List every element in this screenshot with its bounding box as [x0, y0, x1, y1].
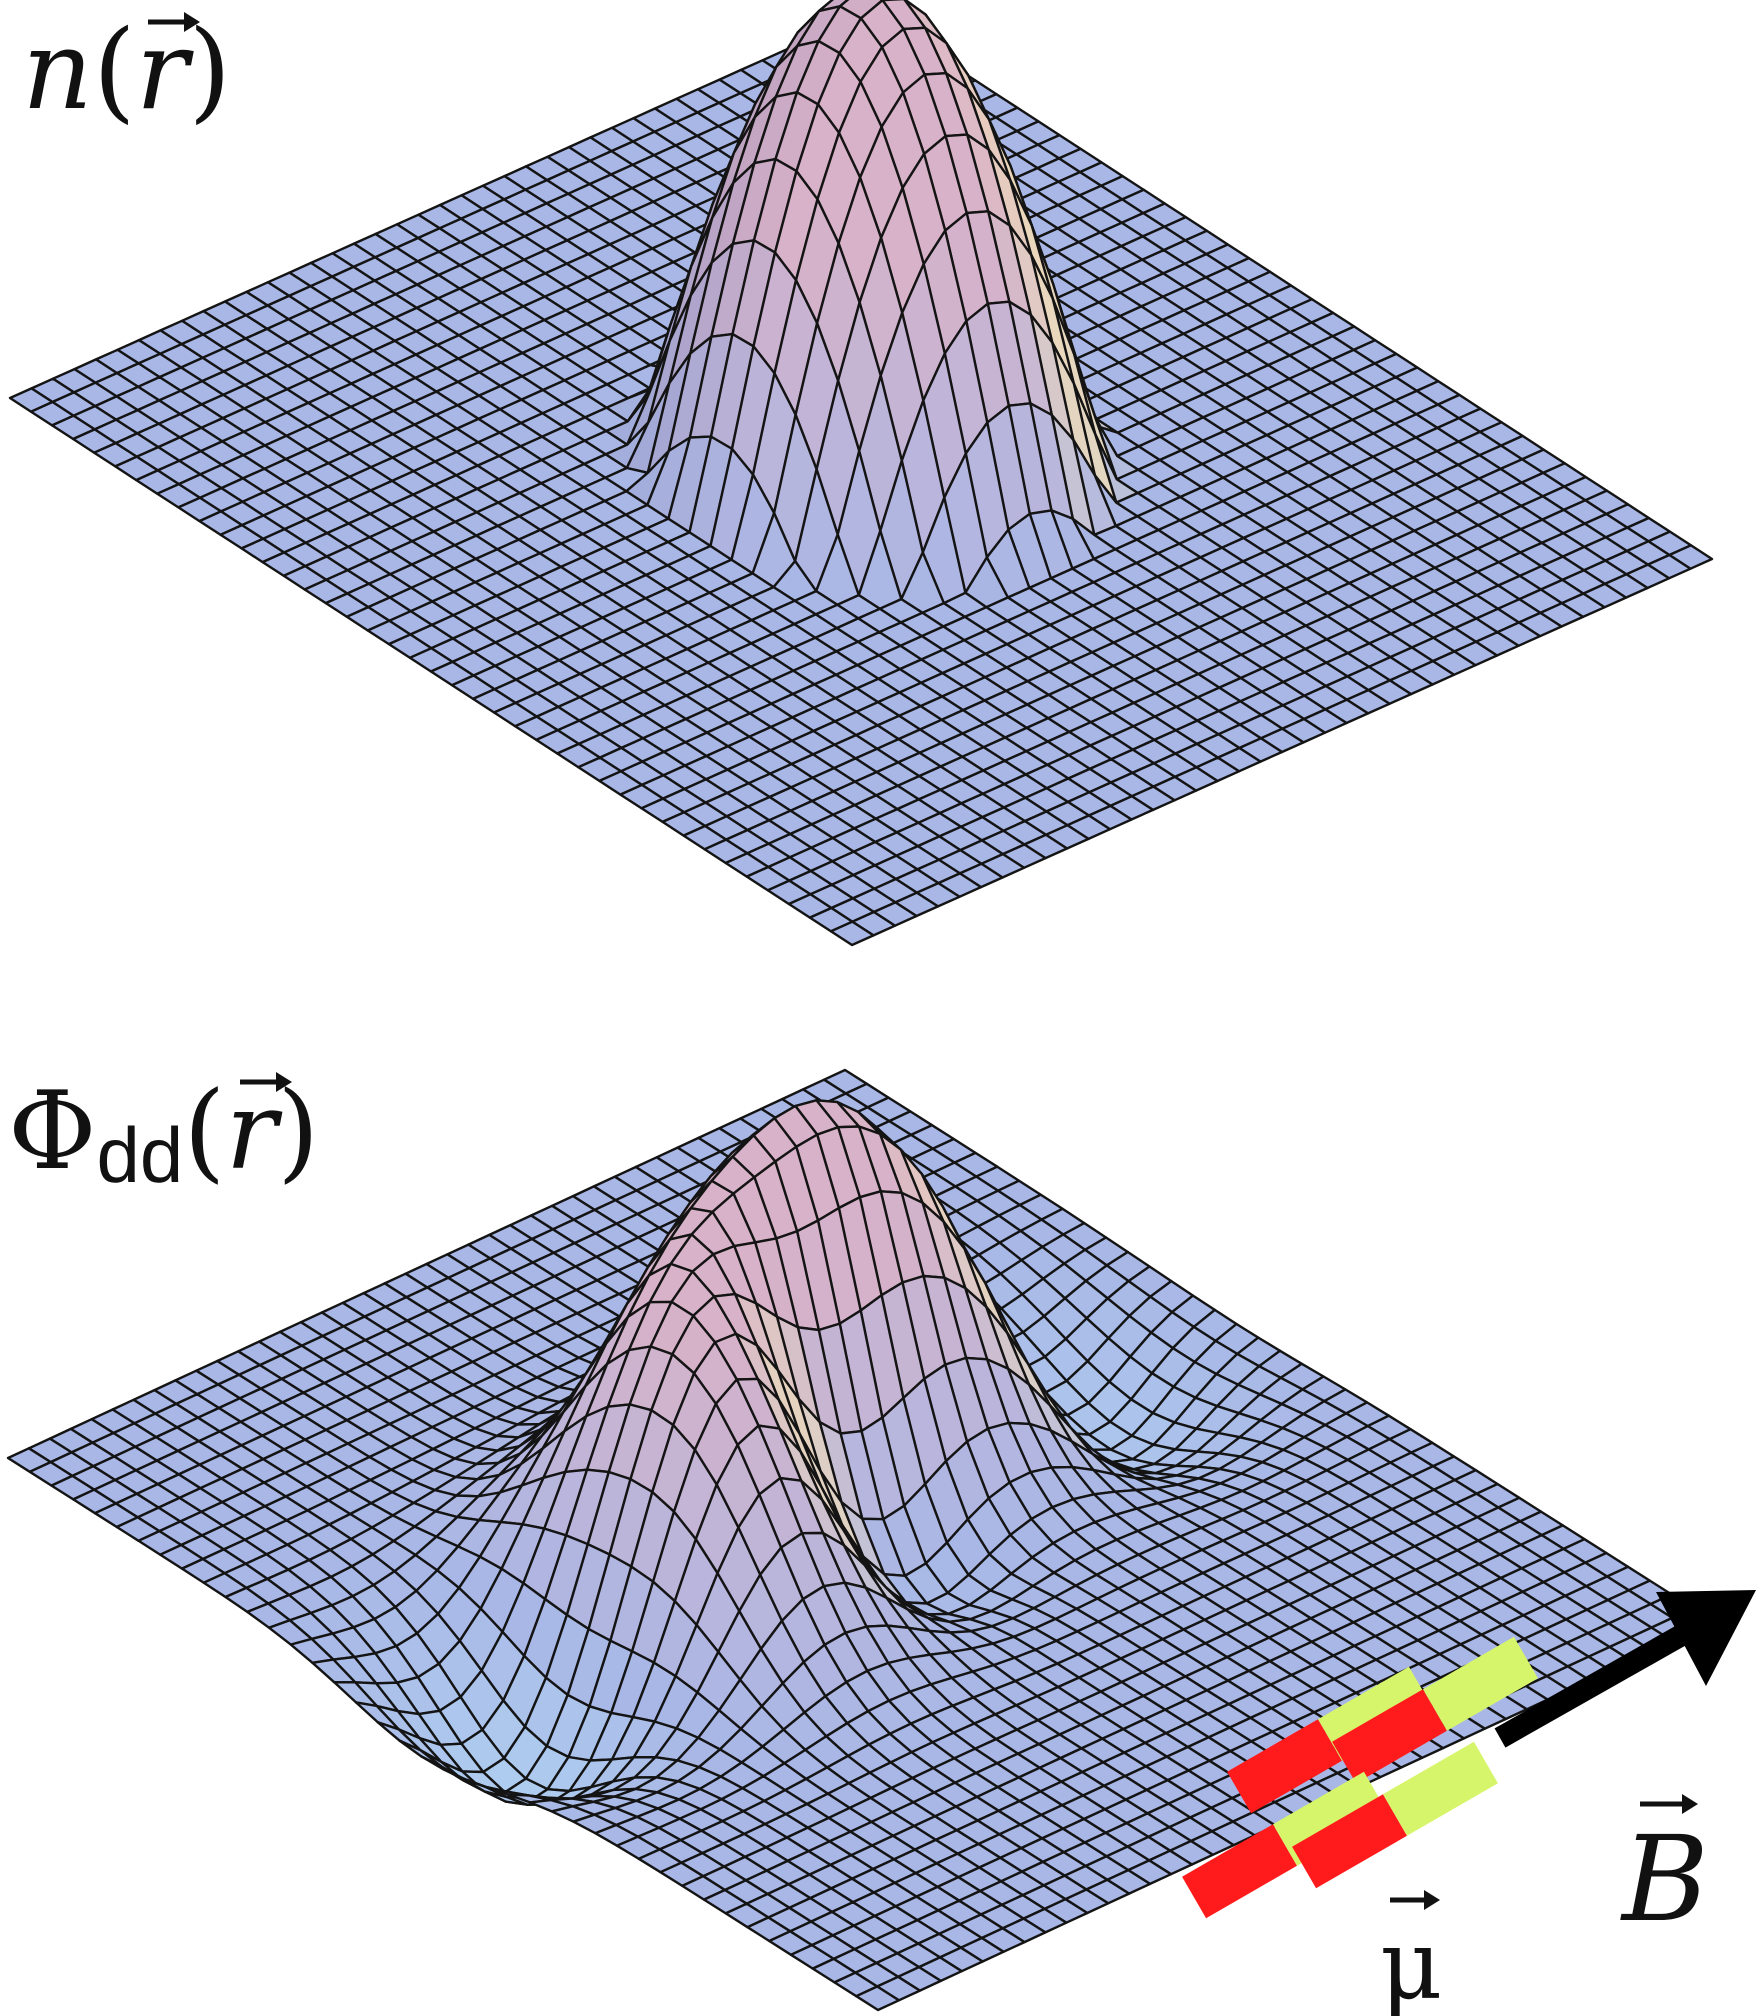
potential-argument: r — [225, 1069, 282, 1194]
magnetic-field-arrow — [1494, 1590, 1756, 1748]
moment-symbol: μ — [1380, 1909, 1442, 2016]
dipole-north-pole — [1292, 1794, 1407, 1889]
density-label: n(r) — [22, 6, 231, 134]
density-symbol: n — [22, 6, 93, 134]
vector-arrow-icon — [240, 1072, 292, 1092]
dipolar-potential-label: Φdd(r) — [8, 1069, 319, 1199]
dipole-north-pole — [1182, 1824, 1297, 1919]
field-symbol: B — [1620, 1810, 1709, 1948]
vector-arrow-icon — [1390, 1890, 1440, 1910]
svg-text:Φdd(r): Φdd(r) — [8, 1069, 319, 1199]
dipole-north-pole — [1227, 1719, 1342, 1814]
vector-arrow-icon — [1640, 1794, 1698, 1814]
dipole-group — [1182, 1636, 1538, 1919]
dipole-magnet — [1292, 1741, 1498, 1889]
moment-label: μ — [1380, 1890, 1442, 2016]
dipole-north-pole — [1332, 1689, 1447, 1784]
dipole-magnet — [1332, 1636, 1538, 1784]
dd-subscript: dd — [97, 1111, 184, 1199]
density-surface — [8, 0, 1714, 947]
mesh-cell — [855, 1985, 901, 2012]
svg-text:n(r): n(r) — [22, 6, 231, 134]
mesh-cell — [829, 920, 875, 947]
dipolar-potential-surface — [6, 1068, 1717, 2012]
vector-arrow-icon — [148, 12, 200, 32]
dipole-south-pole — [1383, 1741, 1498, 1836]
dipole-south-pole — [1423, 1636, 1538, 1731]
phi-symbol: Φ — [8, 1069, 97, 1194]
field-label: B — [1620, 1794, 1709, 1948]
